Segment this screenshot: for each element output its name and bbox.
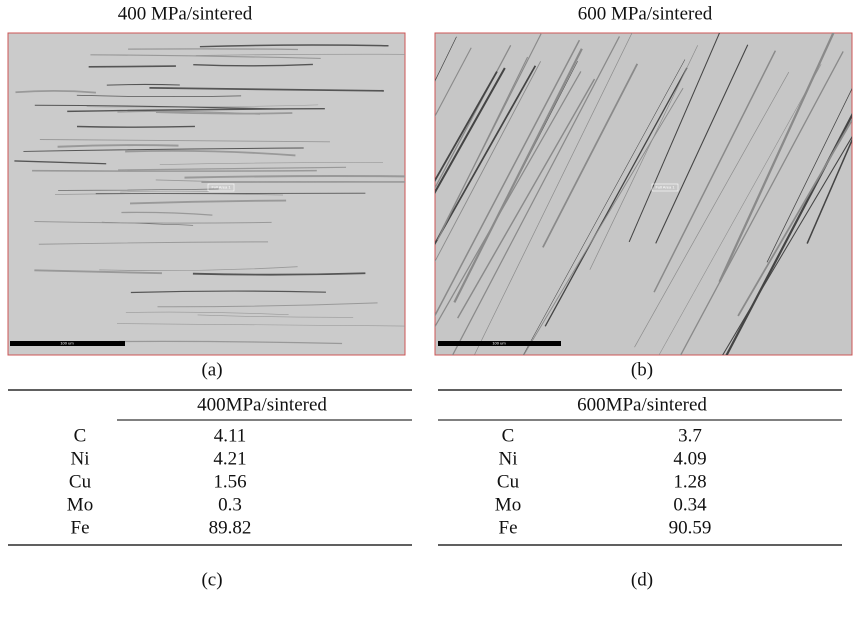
scale-label: 100 um [60,341,74,346]
table-header: 600MPa/sintered [577,394,707,415]
value-cell: 1.56 [213,471,246,492]
area-label: Full Area 1 [655,185,675,190]
value-cell: 4.11 [214,425,247,446]
scale-label: 100 um [492,341,506,346]
table-header: 400MPa/sintered [197,394,327,415]
panel-title: 400 MPa/sintered [118,3,253,24]
value-cell: 90.59 [669,517,712,538]
caption: (a) [201,359,222,380]
caption: (d) [631,569,653,590]
element-cell: Ni [499,448,518,469]
value-cell: 0.3 [218,494,242,515]
value-cell: 4.21 [213,448,246,469]
element-cell: Mo [67,494,93,515]
area-label: Full Area 1 [211,185,231,190]
caption: (b) [631,359,653,380]
streak [77,126,195,127]
value-cell: 89.82 [209,517,252,538]
caption: (c) [201,569,222,590]
value-cell: 0.34 [673,494,707,515]
streak [128,49,298,50]
value-cell: 4.09 [673,448,706,469]
element-cell: Fe [71,517,90,538]
element-cell: C [502,425,515,446]
element-cell: Mo [495,494,521,515]
streak [89,66,176,67]
element-cell: Ni [71,448,90,469]
element-cell: Cu [497,471,520,492]
value-cell: 1.28 [673,471,706,492]
element-cell: Cu [69,471,92,492]
panel-title: 600 MPa/sintered [578,3,713,24]
element-cell: C [74,425,87,446]
value-cell: 3.7 [678,425,702,446]
element-cell: Fe [499,517,518,538]
